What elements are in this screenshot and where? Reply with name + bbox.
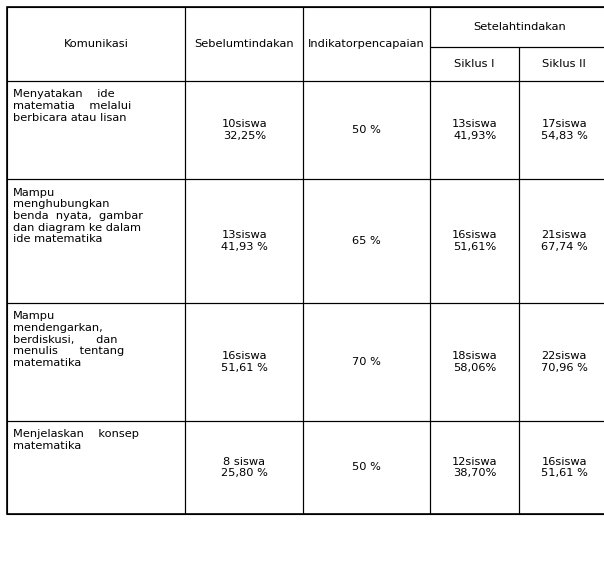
Text: 12siswa
38,70%: 12siswa 38,70% — [452, 456, 498, 478]
Text: Setelahtindakan: Setelahtindakan — [473, 22, 566, 32]
Bar — [185, 303, 303, 421]
Text: 65 %: 65 % — [352, 236, 381, 246]
Text: Mampu
menghubungkan
benda  nyata,  gambar
dan diagram ke dalam
ide matematika: Mampu menghubungkan benda nyata, gambar … — [13, 188, 143, 244]
Text: 22siswa
70,96 %: 22siswa 70,96 % — [541, 351, 588, 373]
Text: 13siswa
41,93%: 13siswa 41,93% — [452, 119, 498, 141]
Bar — [430, 303, 519, 421]
Text: 50 %: 50 % — [352, 463, 381, 472]
Bar — [7, 303, 185, 421]
Bar — [430, 421, 519, 514]
Bar — [519, 179, 604, 303]
Bar — [7, 7, 185, 81]
Text: 17siswa
54,83 %: 17siswa 54,83 % — [541, 119, 588, 141]
Bar — [430, 47, 519, 81]
Text: Siklus I: Siklus I — [454, 59, 495, 69]
Text: 13siswa
41,93 %: 13siswa 41,93 % — [221, 230, 268, 252]
Text: Mampu
mendengarkan,
berdiskusi,      dan
menulis      tentang
matematika: Mampu mendengarkan, berdiskusi, dan menu… — [13, 311, 124, 368]
Bar — [303, 7, 430, 81]
Bar — [519, 303, 604, 421]
Bar — [7, 179, 185, 303]
Bar — [7, 81, 185, 179]
Bar — [519, 421, 604, 514]
Bar — [519, 47, 604, 81]
Text: 8 siswa
25,80 %: 8 siswa 25,80 % — [221, 456, 268, 478]
Bar — [303, 303, 430, 421]
Text: 50 %: 50 % — [352, 125, 381, 135]
Bar — [430, 7, 604, 47]
Text: Indikatorpencapaian: Indikatorpencapaian — [308, 39, 425, 49]
Text: Menjelaskan    konsep
matematika: Menjelaskan konsep matematika — [13, 429, 140, 451]
Text: 70 %: 70 % — [352, 357, 381, 367]
Text: Menyatakan    ide
matematia    melalui
berbicara atau lisan: Menyatakan ide matematia melalui berbica… — [13, 89, 132, 123]
Bar — [303, 81, 430, 179]
Text: 21siswa
67,74 %: 21siswa 67,74 % — [541, 230, 588, 252]
Text: Sebelumtindakan: Sebelumtindakan — [194, 39, 294, 49]
Text: Siklus II: Siklus II — [542, 59, 586, 69]
Bar — [303, 421, 430, 514]
Bar — [185, 7, 303, 81]
Bar — [185, 81, 303, 179]
Bar — [303, 179, 430, 303]
Bar — [7, 421, 185, 514]
Bar — [185, 179, 303, 303]
Text: Komunikasi: Komunikasi — [64, 39, 129, 49]
Text: 16siswa
51,61 %: 16siswa 51,61 % — [221, 351, 268, 373]
Bar — [430, 81, 519, 179]
Text: 16siswa
51,61 %: 16siswa 51,61 % — [541, 456, 588, 478]
Bar — [519, 81, 604, 179]
Bar — [430, 179, 519, 303]
Text: 18siswa
58,06%: 18siswa 58,06% — [452, 351, 498, 373]
Text: 16siswa
51,61%: 16siswa 51,61% — [452, 230, 498, 252]
Bar — [185, 421, 303, 514]
Text: 10siswa
32,25%: 10siswa 32,25% — [222, 119, 267, 141]
